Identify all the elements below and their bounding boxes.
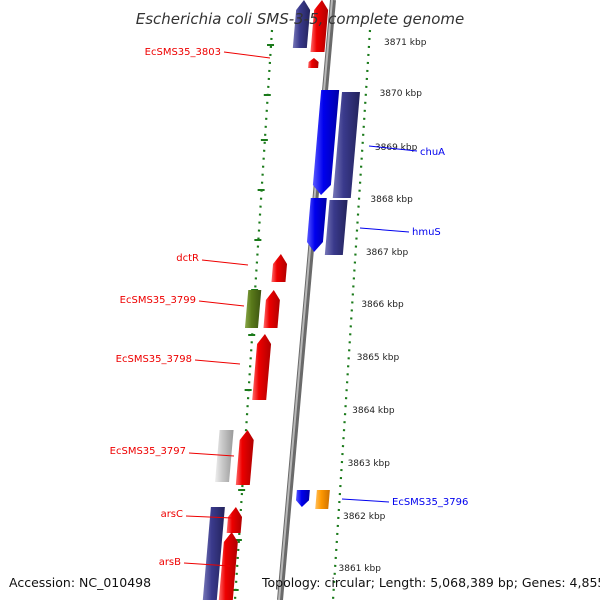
gene-label: EcSMS35_3799 xyxy=(120,295,196,306)
gene-leader-line xyxy=(359,227,410,233)
feature-hmus-blue xyxy=(306,198,327,252)
gene-leader-line xyxy=(198,300,245,307)
accession-text: Accession: NC_010498 xyxy=(9,575,152,590)
gene-label: arsB xyxy=(159,557,181,568)
gene-label: chuA xyxy=(420,147,445,158)
scale-tick-label: 3867 kbp xyxy=(366,248,409,258)
feature-red-top xyxy=(310,0,329,52)
gene-label: dctR xyxy=(176,253,199,264)
gene-label: hmuS xyxy=(412,227,441,238)
gene-labels: EcSMS35_3803 dctR EcSMS35_3799 EcSMS35_3798… xyxy=(110,47,469,568)
feature-arsc-purple xyxy=(202,507,225,600)
scale-tick-label: 3866 kbp xyxy=(361,300,404,310)
feature-3796-orange xyxy=(315,490,330,509)
feature-purple-top xyxy=(292,0,311,48)
gene-leader-line xyxy=(368,145,418,152)
gene-label: EcSMS35_3797 xyxy=(110,446,186,457)
feature-dctr-red xyxy=(271,254,288,282)
scale-tick-label: 3865 kbp xyxy=(357,353,400,363)
gene-label: EcSMS35_3803 xyxy=(145,47,221,58)
gene-leader-line xyxy=(341,498,390,503)
feature-red-small xyxy=(308,58,319,68)
gene-leader-line xyxy=(201,259,249,266)
scale-tick-label: 3864 kbp xyxy=(352,406,395,416)
feature-chua-blue xyxy=(312,90,340,195)
feature-arsc-red xyxy=(226,507,243,533)
gene-leader-line xyxy=(223,51,271,59)
feature-3797-gray xyxy=(215,430,234,482)
map-title: Escherichia coli SMS-3-5, complete genom… xyxy=(136,10,465,28)
feature-chua-purple xyxy=(332,92,360,198)
feature-3796-blue xyxy=(295,490,310,507)
gene-features xyxy=(202,0,360,600)
feature-3797-red xyxy=(235,430,254,485)
feature-3799-red xyxy=(263,290,280,328)
scale-tick-label: 3862 kbp xyxy=(343,512,386,522)
feature-hmus-purple xyxy=(324,200,348,255)
gene-label: EcSMS35_3796 xyxy=(392,497,468,508)
scale-tick-label: 3868 kbp xyxy=(370,195,413,205)
gene-leader-line xyxy=(188,452,235,457)
gene-leader-line xyxy=(183,562,231,567)
gene-label: arsC xyxy=(161,509,183,520)
feature-3798-red xyxy=(252,334,272,400)
gene-leader-line xyxy=(185,515,233,519)
scale-tick-label: 3863 kbp xyxy=(348,459,391,469)
scale-tick-label: 3861 kbp xyxy=(339,564,382,574)
scale-ticks: 3871 kbp 3870 kbp 3869 kbp 3868 kbp 3867 kbp… xyxy=(339,38,427,574)
gene-leader-line xyxy=(194,359,241,365)
scale-tick-label: 3871 kbp xyxy=(384,38,427,48)
gene-label: EcSMS35_3798 xyxy=(116,354,192,365)
scale-tick-label: 3870 kbp xyxy=(380,89,423,99)
scale-tick-label: 3869 kbp xyxy=(375,143,418,153)
feature-3799-green xyxy=(244,290,262,328)
topology-text: Topology: circular; Length: 5,068,389 bp… xyxy=(262,575,600,590)
